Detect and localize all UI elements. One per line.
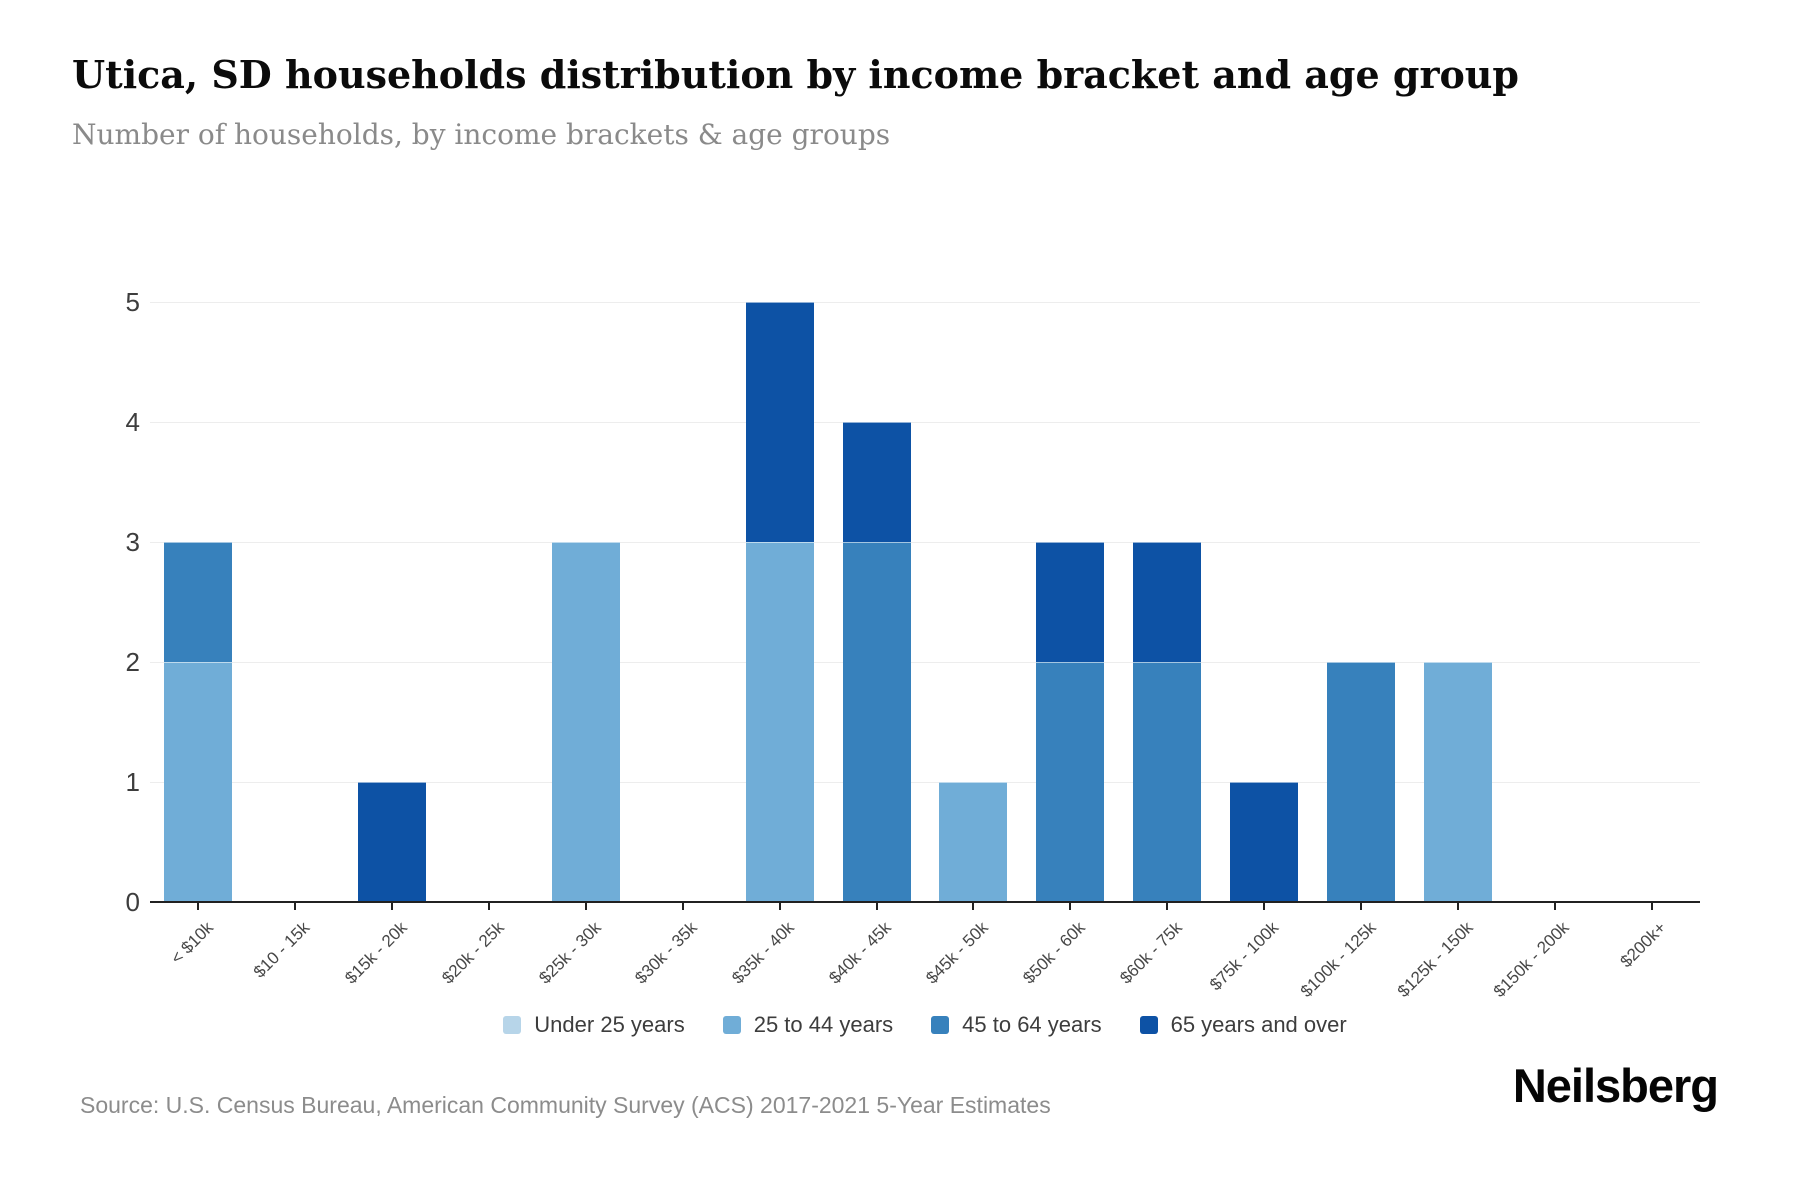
y-axis-tick-label: 5: [125, 287, 140, 317]
y-axis-tick-label: 2: [125, 647, 140, 677]
gridline: [150, 782, 1700, 783]
legend-item[interactable]: 65 years and over: [1139, 1012, 1347, 1038]
bar-segment[interactable]: [1036, 542, 1105, 662]
bar-segment[interactable]: [1230, 782, 1299, 902]
legend-label: 45 to 64 years: [962, 1012, 1102, 1037]
x-axis-tick-label: $200k+: [1616, 918, 1670, 972]
x-axis-tick-mark: [294, 903, 297, 910]
bar-segment[interactable]: [1133, 542, 1202, 662]
x-axis-tick-mark: [391, 903, 394, 910]
bar-segment[interactable]: [1036, 662, 1105, 902]
x-axis-tick-label: $100k - 125k: [1296, 918, 1380, 1001]
x-axis-tick-label: $150k - 200k: [1490, 918, 1574, 1001]
x-axis-tick-mark: [972, 903, 975, 910]
x-axis-tick-mark: [1166, 903, 1169, 910]
x-axis-tick-label: $35k - 40k: [728, 918, 799, 988]
bar-segment[interactable]: [1326, 662, 1395, 902]
x-axis-tick-label: < $10k: [167, 918, 217, 968]
x-axis-tick-label: $60k - 75k: [1116, 918, 1186, 988]
neilsberg-logo: Neilsberg: [1512, 1059, 1719, 1112]
x-axis-tick-mark: [1359, 903, 1362, 910]
x-axis-tick-mark: [1263, 903, 1266, 910]
bar-segment[interactable]: [745, 302, 814, 542]
bar-segment[interactable]: [1423, 662, 1492, 902]
x-axis-tick-mark: [584, 903, 587, 910]
bar-segment[interactable]: [1133, 662, 1202, 902]
x-axis-tick-mark: [1553, 903, 1556, 910]
legend-label: 65 years and over: [1170, 1012, 1347, 1037]
x-axis-tick-mark: [778, 903, 781, 910]
legend-item[interactable]: 45 to 64 years: [931, 1012, 1102, 1038]
y-axis-tick-label: 3: [125, 527, 140, 557]
gridline: [150, 542, 1700, 543]
bar-segment[interactable]: [939, 782, 1008, 902]
x-axis-baseline: [150, 901, 1700, 903]
gridline: [150, 662, 1700, 663]
x-axis-tick-label: $30k - 35k: [631, 918, 702, 988]
bar-segment[interactable]: [164, 662, 233, 902]
x-axis-tick-mark: [1069, 903, 1072, 910]
bar-segment[interactable]: [842, 542, 911, 902]
x-axis-tick-mark: [875, 903, 878, 910]
bar-segment[interactable]: [842, 422, 911, 542]
x-axis-tick-label: $40k - 45k: [825, 918, 895, 988]
x-axis-tick-mark: [1456, 903, 1459, 910]
chart-title: Utica, SD households distribution by inc…: [72, 52, 1520, 97]
y-axis-tick-label: 0: [125, 887, 140, 917]
x-axis-tick-mark: [1650, 903, 1653, 910]
legend-color-swatch: [1139, 1016, 1158, 1034]
x-axis-tick-mark: [681, 903, 684, 910]
legend-item[interactable]: Under 25 years: [503, 1012, 685, 1038]
legend-color-swatch: [722, 1016, 741, 1034]
legend-color-swatch: [931, 1016, 950, 1034]
bar-segment[interactable]: [164, 542, 233, 662]
gridline: [150, 302, 1700, 303]
bar-segment[interactable]: [551, 542, 620, 902]
y-axis-tick-label: 1: [125, 767, 140, 797]
y-axis-tick-label: 4: [125, 407, 140, 437]
x-axis-tick-label: $15k - 20k: [341, 918, 411, 988]
bar-segment[interactable]: [358, 782, 427, 902]
legend-color-swatch: [503, 1016, 522, 1034]
x-axis-tick-label: $20k - 25k: [437, 918, 508, 988]
x-axis-tick-mark: [488, 903, 491, 910]
legend-label: 25 to 44 years: [753, 1012, 894, 1037]
x-axis-tick-label: $10 - 15k: [250, 918, 314, 982]
source-attribution: Source: U.S. Census Bureau, American Com…: [80, 1092, 1051, 1118]
chart-legend: Under 25 years 25 to 44 years 45 to 64 yea…: [150, 1008, 1700, 1042]
legend-item[interactable]: 25 to 44 years: [722, 1012, 894, 1038]
chart-subtitle: Number of households, by income brackets…: [72, 118, 891, 151]
x-axis-tick-mark: [197, 903, 200, 910]
x-axis-tick-label: $50k - 60k: [1019, 918, 1089, 988]
x-axis-tick-label: $75k - 100k: [1206, 918, 1283, 995]
x-axis-tick-label: $125k - 150k: [1393, 918, 1477, 1001]
legend-label: Under 25 years: [534, 1012, 685, 1037]
x-axis-tick-label: $45k - 50k: [922, 918, 992, 988]
gridline: [150, 422, 1700, 423]
bar-segment[interactable]: [745, 542, 814, 902]
x-axis-tick-label: $25k - 30k: [534, 918, 605, 988]
